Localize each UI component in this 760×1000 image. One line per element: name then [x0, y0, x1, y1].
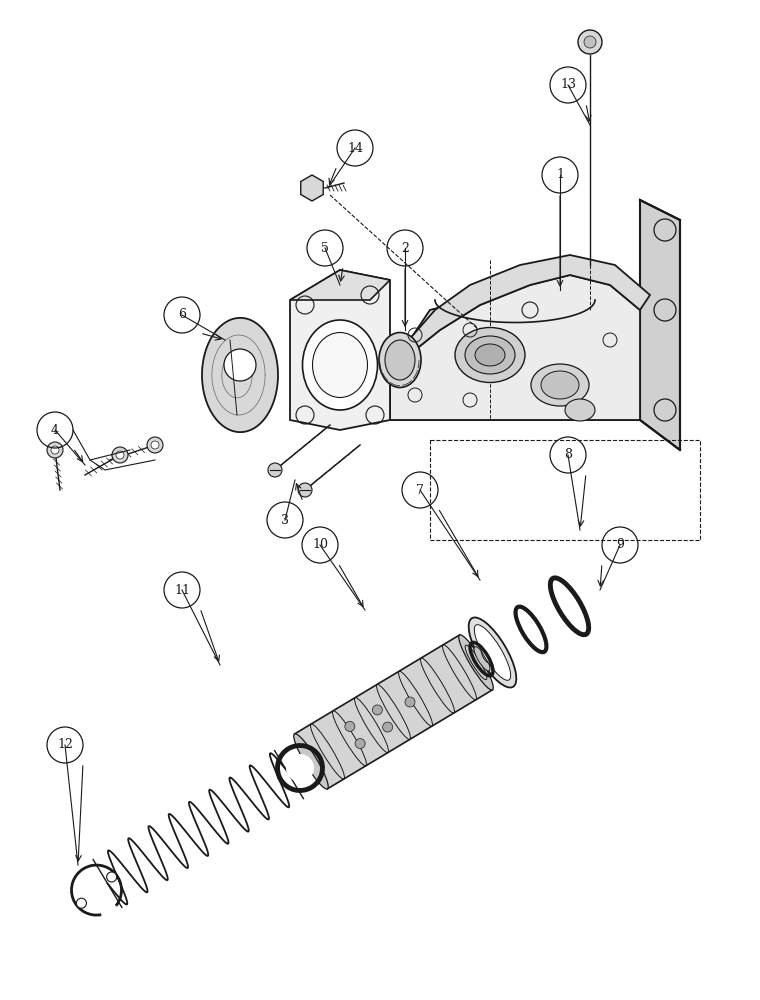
Ellipse shape: [469, 617, 516, 688]
Ellipse shape: [465, 645, 487, 680]
Circle shape: [112, 447, 128, 463]
Circle shape: [106, 872, 116, 882]
Ellipse shape: [379, 332, 421, 387]
Text: 12: 12: [57, 738, 73, 752]
Ellipse shape: [565, 399, 595, 421]
Polygon shape: [390, 270, 610, 370]
Text: 9: 9: [616, 538, 624, 552]
Circle shape: [345, 721, 355, 731]
Text: 14: 14: [347, 141, 363, 154]
Text: 13: 13: [560, 79, 576, 92]
Polygon shape: [290, 270, 390, 430]
Circle shape: [578, 30, 602, 54]
Ellipse shape: [475, 344, 505, 366]
Ellipse shape: [312, 332, 368, 397]
Text: 1: 1: [556, 168, 564, 182]
Ellipse shape: [557, 587, 582, 625]
Text: 7: 7: [416, 484, 424, 496]
Text: 4: 4: [51, 424, 59, 436]
Ellipse shape: [474, 647, 490, 671]
Polygon shape: [390, 275, 640, 420]
Text: 10: 10: [312, 538, 328, 552]
Ellipse shape: [474, 625, 511, 680]
Circle shape: [268, 463, 282, 477]
Polygon shape: [640, 200, 680, 450]
Text: 5: 5: [321, 241, 329, 254]
Ellipse shape: [541, 371, 579, 399]
Text: 6: 6: [178, 308, 186, 322]
Circle shape: [355, 739, 365, 749]
Ellipse shape: [455, 328, 525, 382]
Circle shape: [77, 898, 87, 908]
Ellipse shape: [459, 635, 493, 690]
Ellipse shape: [465, 336, 515, 374]
Text: 2: 2: [401, 241, 409, 254]
Ellipse shape: [531, 364, 589, 406]
Ellipse shape: [385, 340, 415, 380]
Polygon shape: [390, 255, 650, 370]
Circle shape: [382, 722, 393, 732]
Circle shape: [405, 697, 415, 707]
Ellipse shape: [302, 320, 378, 410]
Circle shape: [47, 442, 63, 458]
Circle shape: [51, 446, 59, 454]
Circle shape: [151, 441, 159, 449]
Polygon shape: [295, 635, 492, 789]
Circle shape: [116, 451, 124, 459]
Ellipse shape: [294, 734, 328, 789]
Ellipse shape: [286, 754, 314, 782]
Circle shape: [372, 705, 382, 715]
Text: 3: 3: [281, 514, 289, 526]
Circle shape: [224, 349, 256, 381]
Circle shape: [584, 36, 596, 48]
Polygon shape: [390, 270, 640, 420]
Polygon shape: [202, 318, 278, 432]
Ellipse shape: [481, 648, 492, 664]
Ellipse shape: [521, 615, 541, 644]
Circle shape: [298, 483, 312, 497]
Text: 11: 11: [174, 584, 190, 596]
Polygon shape: [290, 270, 390, 300]
Text: 8: 8: [564, 448, 572, 462]
Circle shape: [147, 437, 163, 453]
